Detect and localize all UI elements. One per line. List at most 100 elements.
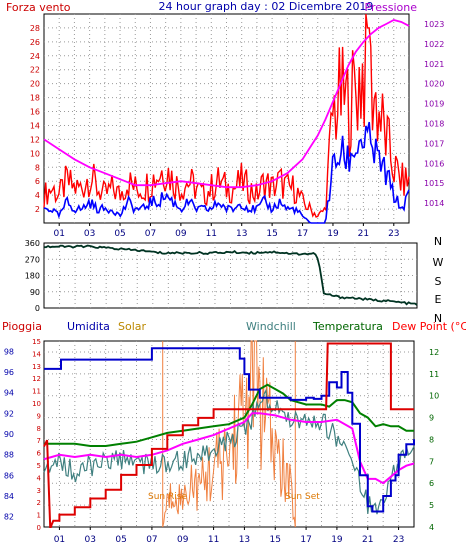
direction-axis-tick-label: 0 [35,304,40,313]
direction-axis-tick-label: 180 [25,272,40,281]
rain-axis-tick-label: 11 [32,388,41,396]
wind-axis-tick-label: 8 [35,163,40,172]
direction-axis-tick-label: 90 [30,288,40,297]
humidity-axis-tick-label: 82 [4,513,14,522]
wind-direction-axes: 0 90 180 270 360 [25,239,40,313]
bottom-x-axis-tick-label: 15 [270,535,281,545]
wind-pressure-series [43,13,410,224]
wind-axis-tick-label: 22 [30,66,40,75]
temperature-axes: 0123456789101112131415828486889092949698… [4,338,439,532]
temperature-axis-tick-label: 7 [429,457,434,466]
rain-axis-tick-label: 10 [32,400,41,408]
bottom-x-axis-tick-label: 05 [115,535,126,545]
humidity-axis-tick-label: 88 [4,451,14,460]
bottom-x-axis-tick-label: 17 [300,535,311,545]
temperature-axis-tick-label: 8 [429,435,434,444]
x-axis-tick-label: 17 [297,229,308,239]
x-axis-tick-label: 23 [388,229,399,239]
rain-axis-tick-label: 7 [37,437,41,445]
rain-line [43,342,414,528]
rain-axis-tick-label: 8 [37,425,41,433]
pressure-axis-tick-label: 1023 [424,20,444,29]
wind-axis-tick-label: 14 [30,121,40,130]
wind-axis-tick-label: 10 [30,149,40,158]
rain-axis-tick-label: 4 [37,474,42,482]
humidity-axis-tick-label: 96 [4,368,14,377]
rain-axis-tick-label: 3 [37,487,41,495]
x-axis-tick-label: 11 [206,229,217,239]
wind-axis-tick-label: 6 [35,177,40,186]
pressure-axis-tick-label: 1015 [424,179,444,188]
temperature-label: Temperatura [312,320,383,333]
bottom-x-axis-tick-label: 03 [85,535,96,545]
solar-line [162,340,296,528]
bottom-x-axis-tick-label: 13 [239,535,250,545]
windchill-label: Windchill [246,320,296,333]
humidity-axis-tick-label: 84 [4,492,14,501]
rain-axis-tick-label: 2 [37,499,41,507]
x-axis-tick-label: 07 [145,229,156,239]
wind-axis-tick-label: 4 [35,191,40,200]
compass-label: S [435,275,442,288]
x-axis-tick-label: 01 [53,229,64,239]
rain-axis-tick-label: 14 [32,350,41,358]
wind-direction-grid [44,243,417,308]
humidity-axis-tick-label: 94 [4,389,14,398]
x-axis-tick-label: 21 [358,229,369,239]
compass-label: W [433,256,444,269]
temperature-series [43,340,415,528]
wind-axis-title: Forza vento [6,1,71,14]
temperature-axis-tick-label: 5 [429,501,434,510]
bottom-x-axis-tick-label: 07 [146,535,157,545]
direction-axis-tick-label: 270 [25,255,40,264]
x-axis-tick-label: 19 [327,229,339,239]
temperature-axis-tick-label: 6 [429,479,434,488]
sun-set-annotation: Sun Set [285,492,320,502]
wind-axis-tick-label: 28 [30,24,40,33]
x-axis-tick-label: 03 [84,229,95,239]
pressure-axis-tick-label: 1019 [424,100,444,109]
humidity-axis-tick-label: 90 [4,430,14,439]
x-axis-tick-label: 15 [266,229,277,239]
rain-axis-tick-label: 6 [37,450,42,458]
pressure-axis-tick-label: 1020 [424,80,444,89]
rain-axis-tick-label: 1 [37,512,41,520]
pressure-axis-tick-label: 1022 [424,40,444,49]
x-axis-tick-label: 05 [114,229,125,239]
humidity-axis-tick-label: 86 [4,471,14,480]
rain-axis-tick-label: 15 [32,338,41,346]
humidity-line [44,347,415,513]
bottom-x-axis-tick-label: 23 [393,535,404,545]
temperature-axis-tick-label: 12 [429,348,439,357]
solar-label: Solar [118,320,147,333]
bottom-x-axis-tick-label: 19 [331,535,343,545]
wind-axis-tick-label: 20 [30,80,40,89]
wind-axis-tick-label: 2 [35,205,40,214]
bottom-x-axis-tick-label: 11 [208,535,219,545]
x-axis-tick-label: 09 [175,229,187,239]
wind-direction-series [43,244,418,306]
humidity-label: Umidita [67,320,110,333]
pressure-line [43,19,410,189]
x-axis-tick-label: 13 [236,229,247,239]
humidity-axis-tick-label: 92 [4,409,14,418]
wind-pressure-axes: 2468101214161820222426281014101510161017… [30,20,445,239]
sun-rise-annotation: Sun Rise [148,492,187,502]
wind-axis-tick-label: 12 [30,135,40,144]
chart-title: 24 hour graph day : 02 Dicembre 2019 [159,0,374,13]
pressure-axis-tick-label: 1014 [424,199,444,208]
temperature-axis-tick-label: 4 [429,523,434,532]
compass-label: N [434,235,442,248]
rain-label: Pioggia [2,320,42,333]
rain-axis-tick-label: 5 [37,462,41,470]
temperature-axis-tick-label: 10 [429,392,439,401]
compass-label: E [435,293,442,306]
pressure-axis-tick-label: 1016 [424,159,444,168]
wind-direction-line [43,244,418,306]
humidity-axis-tick-label: 98 [4,347,14,356]
dewpoint-label: Dew Point (°C) [392,320,466,333]
temperature-axis-tick-label: 11 [429,370,439,379]
pressure-axis-tick-label: 1021 [424,60,444,69]
